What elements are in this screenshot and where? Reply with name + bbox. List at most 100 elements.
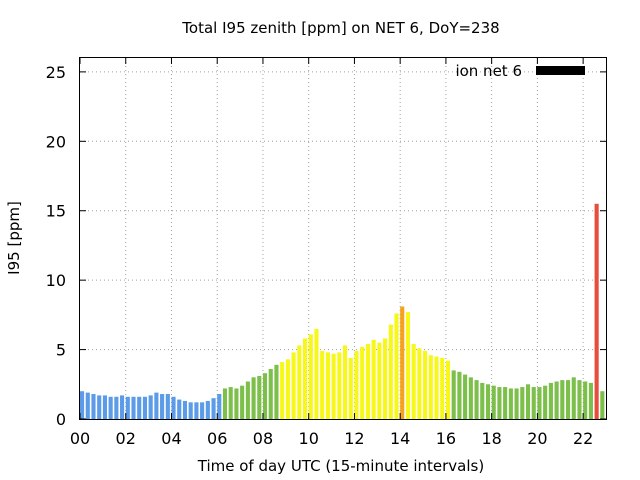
- bar: [600, 391, 605, 419]
- bar: [314, 328, 319, 419]
- bar: [520, 387, 525, 419]
- bar: [583, 381, 588, 419]
- y-axis-label: I95 [ppm]: [5, 201, 23, 275]
- bar: [177, 399, 182, 419]
- bar: [525, 384, 531, 419]
- bar: [222, 388, 228, 419]
- plot-frame: [79, 57, 607, 420]
- bar: [234, 388, 239, 419]
- bar: [514, 388, 519, 419]
- bar: [497, 387, 502, 419]
- bar: [85, 392, 90, 419]
- bar: [343, 345, 348, 419]
- bar: [257, 375, 262, 419]
- bars: [80, 203, 605, 419]
- bar: [114, 396, 119, 419]
- bar: [211, 398, 216, 419]
- x-tick-label: 06: [207, 429, 227, 448]
- bar: [308, 334, 313, 419]
- bar: [434, 356, 439, 419]
- bar: [457, 371, 462, 419]
- bar: [131, 396, 136, 419]
- y-tick-label: 15: [46, 202, 66, 221]
- bar: [120, 395, 125, 419]
- bar: [297, 345, 302, 419]
- bar: [554, 381, 559, 419]
- bar: [194, 402, 199, 419]
- bar: [394, 313, 399, 419]
- bar: [245, 381, 250, 419]
- ticks: 0 5 10 15 20 25 00 02 04 06 08 10 12 14 16 18 20 22: [46, 58, 606, 448]
- bar: [405, 312, 411, 419]
- y-tick-label: 0: [56, 410, 66, 429]
- bar: [371, 339, 376, 419]
- bar: [171, 396, 176, 419]
- bar: [325, 352, 330, 419]
- bar: [274, 364, 279, 419]
- y-tick-label: 5: [56, 341, 66, 360]
- bar: [577, 380, 582, 419]
- bar: [251, 377, 256, 419]
- bar: [508, 388, 513, 419]
- legend-label: ion net 6: [455, 62, 522, 80]
- bar: [560, 380, 565, 419]
- bar: [480, 382, 485, 419]
- bar: [360, 346, 365, 419]
- bar: [102, 395, 107, 419]
- bar: [548, 382, 553, 419]
- x-tick-label: 04: [161, 429, 181, 448]
- x-tick-label: 22: [573, 429, 593, 448]
- bar: [594, 203, 599, 419]
- bar: [423, 350, 428, 419]
- bar: [383, 338, 388, 419]
- bar: [240, 385, 245, 419]
- bar: [468, 377, 473, 419]
- bar: [428, 355, 433, 419]
- bar: [91, 394, 96, 419]
- bar: [160, 394, 165, 419]
- x-tick-label: 12: [344, 429, 364, 448]
- bar: [377, 342, 382, 419]
- bar: [337, 352, 342, 419]
- bar: [365, 344, 370, 419]
- x-tick-label: 14: [390, 429, 410, 448]
- bar: [565, 380, 571, 419]
- x-tick-label: 02: [116, 429, 136, 448]
- bar: [445, 360, 451, 419]
- x-tick-label: 10: [299, 429, 319, 448]
- bar: [571, 377, 576, 419]
- bar: [503, 387, 508, 419]
- bar: [268, 369, 273, 419]
- bar: [291, 352, 296, 419]
- y-tick-label: 25: [46, 63, 66, 82]
- bar: [348, 357, 353, 419]
- bar: [217, 394, 222, 419]
- bar: [388, 324, 393, 419]
- bar: [354, 350, 359, 419]
- bar: [451, 370, 456, 419]
- bar: [148, 395, 153, 419]
- bar: [417, 348, 422, 419]
- bar: [531, 387, 536, 419]
- y-tick-label: 20: [46, 132, 66, 151]
- x-tick-label: 00: [70, 429, 90, 448]
- bar: [125, 396, 130, 419]
- bar: [97, 395, 102, 419]
- bar: [285, 359, 290, 419]
- bar: [165, 394, 170, 419]
- bar: [262, 373, 268, 419]
- chart-title: Total I95 zenith [ppm] on NET 6, DoY=238: [181, 19, 499, 37]
- bar: [320, 350, 325, 419]
- bar: [108, 396, 113, 419]
- bar: [228, 387, 233, 419]
- bar: [588, 382, 593, 419]
- bar: [142, 396, 148, 419]
- legend-swatch: [536, 66, 585, 75]
- x-tick-label: 08: [253, 429, 273, 448]
- bar: [80, 391, 85, 419]
- x-tick-label: 20: [527, 429, 547, 448]
- x-tick-label: 16: [436, 429, 456, 448]
- bar: [280, 362, 285, 419]
- bar: [137, 396, 142, 419]
